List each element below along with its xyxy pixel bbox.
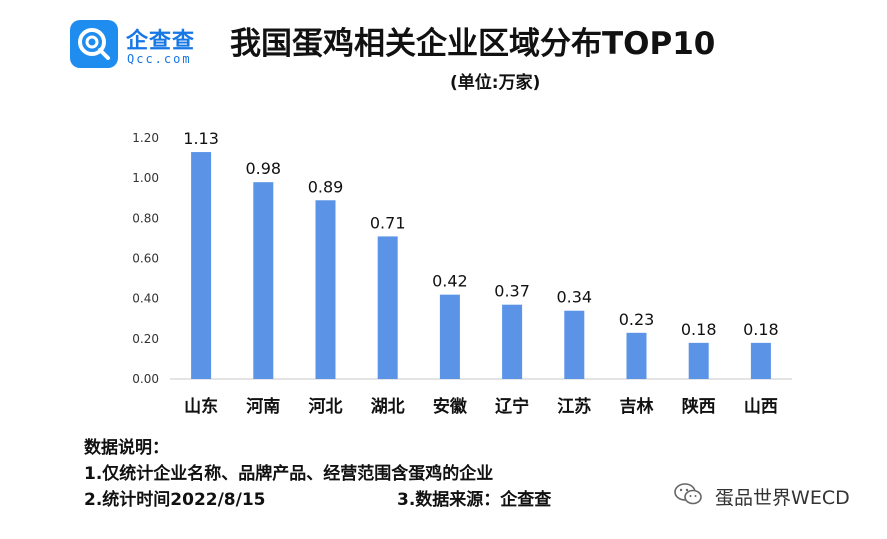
data-label: 0.42 [432, 272, 468, 291]
logo-name: 企查查 [126, 29, 196, 54]
bar [502, 304, 523, 379]
data-label: 0.71 [370, 213, 406, 232]
bar [564, 310, 585, 379]
y-tick-label: 0.80 [132, 211, 159, 225]
data-label: 0.18 [681, 320, 717, 339]
notes-line-2: 2.统计时间2022/8/15 [84, 490, 266, 510]
wechat-icon [673, 482, 703, 511]
qcc-logo-icon [70, 20, 118, 68]
chart-title: 我国蛋鸡相关企业区域分布TOP10 [230, 26, 716, 62]
x-tick-label: 湖北 [371, 397, 405, 417]
logo-domain: Qcc.com [127, 52, 192, 66]
notes-line-2-3: 2.统计时间2022/8/15 3.数据来源：企查查 [84, 487, 604, 513]
x-tick-label: 山东 [184, 396, 218, 417]
notes-line-1: 1.仅统计企业名称、品牌产品、经营范围含蛋鸡的企业 [84, 464, 494, 484]
data-notes: 数据说明： 1.仅统计企业名称、品牌产品、经营范围含蛋鸡的企业 2.统计时间20… [84, 435, 604, 513]
notes-heading: 数据说明： [84, 438, 169, 458]
bar [439, 294, 460, 379]
y-tick-label: 0.20 [132, 332, 159, 346]
bar [253, 182, 274, 379]
data-label: 0.89 [308, 177, 344, 196]
bar [750, 342, 771, 379]
data-label: 0.34 [556, 288, 592, 307]
x-tick-label: 安徽 [433, 396, 468, 417]
bar [688, 342, 709, 379]
x-tick-label: 陕西 [682, 396, 716, 417]
y-tick-label: 0.40 [132, 292, 159, 306]
bar [377, 236, 398, 379]
x-tick-label: 辽宁 [495, 396, 529, 417]
x-tick-label: 吉林 [620, 396, 654, 417]
data-label: 0.98 [245, 159, 281, 178]
x-tick-label: 河南 [246, 396, 280, 417]
chart-unit: (单位:万家) [450, 73, 541, 93]
data-label: 0.37 [494, 282, 530, 301]
x-tick-label: 江苏 [557, 396, 591, 417]
data-label: 0.23 [619, 310, 655, 329]
data-label: 0.18 [743, 320, 779, 339]
y-tick-label: 0.00 [132, 372, 159, 386]
watermark: 蛋品世界WECD [673, 482, 850, 511]
x-tick-label: 山西 [744, 397, 778, 417]
x-tick-label: 河北 [309, 397, 343, 417]
bar [191, 152, 212, 379]
qcc-logo: 企查查 Qcc.com [70, 20, 210, 70]
y-tick-label: 1.00 [132, 171, 159, 185]
watermark-text: 蛋品世界WECD [715, 487, 850, 509]
notes-line-3: 3.数据来源：企查查 [397, 490, 552, 510]
data-label: 1.13 [183, 129, 219, 148]
y-tick-label: 1.20 [132, 131, 159, 145]
bar [315, 200, 336, 379]
y-tick-label: 0.60 [132, 252, 159, 266]
bar [626, 332, 647, 379]
